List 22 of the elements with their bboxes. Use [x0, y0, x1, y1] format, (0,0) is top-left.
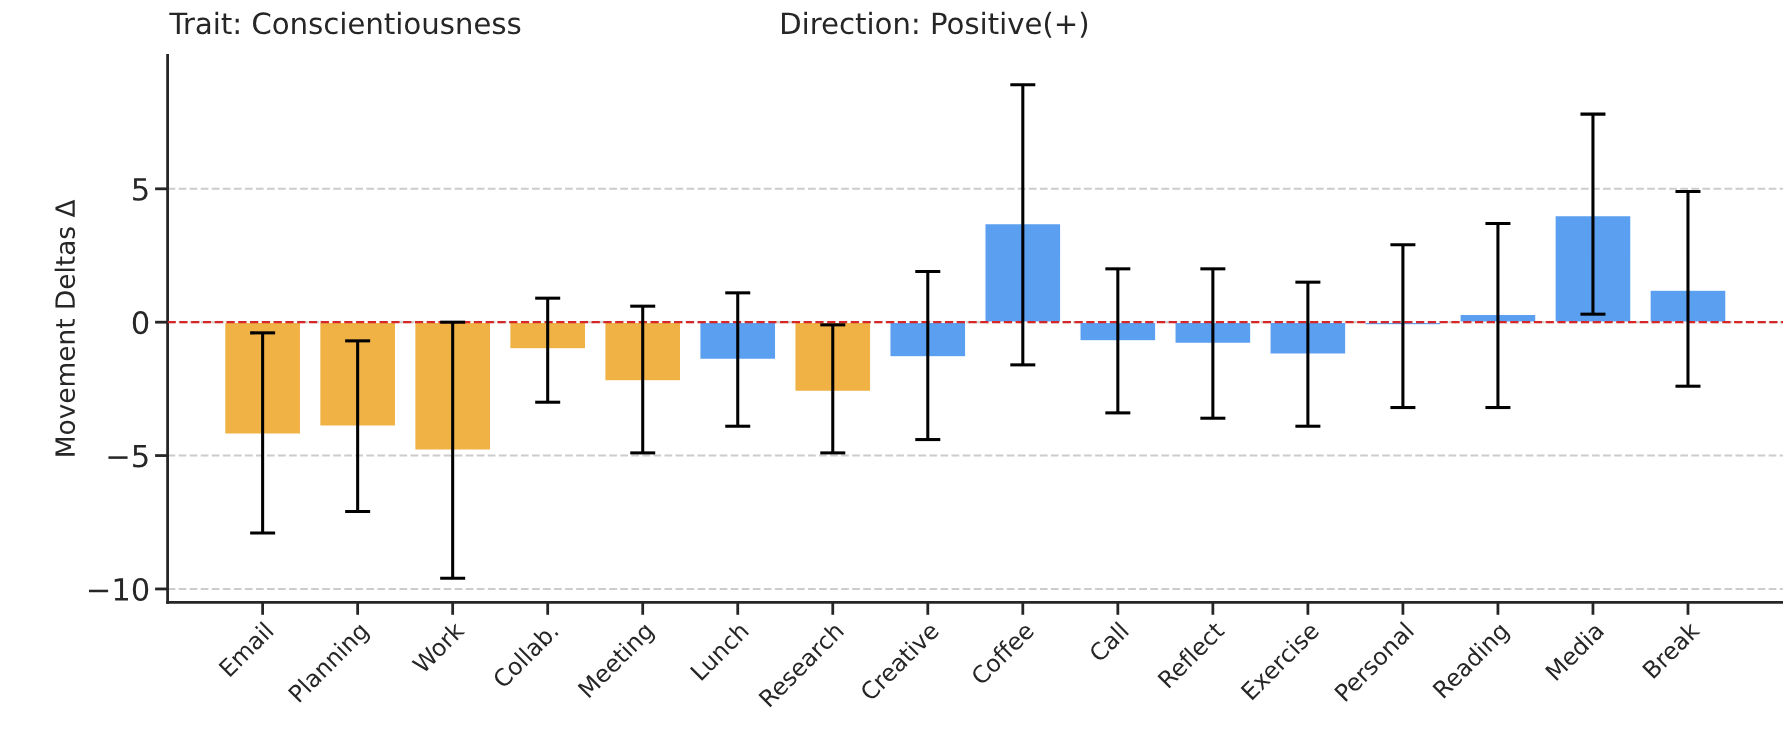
bar: [413, 321, 492, 451]
chart-subtitle: Direction: Positive(+): [782, 11, 1088, 38]
bar: [699, 321, 777, 361]
y-tick-label: 5: [133, 178, 148, 201]
bar: [604, 321, 682, 382]
bar: [1269, 321, 1347, 355]
bar: [1174, 321, 1252, 345]
y-axis-title: Movement Deltas Δ: [54, 199, 76, 456]
x-tick-label: Call: [1087, 621, 1130, 663]
bar: [794, 321, 872, 393]
bar: [508, 321, 587, 350]
y-tick-label: −5: [108, 444, 148, 468]
bar: [223, 321, 302, 435]
bar: [889, 321, 967, 358]
y-tick-label: 0: [132, 311, 149, 335]
bar: [1079, 321, 1157, 342]
bar: [1649, 289, 1727, 323]
y-tick-label: −10: [88, 577, 149, 601]
bar: [1554, 214, 1632, 323]
bar: [318, 321, 397, 427]
bar: [984, 222, 1062, 323]
chart-title: Trait: Conscientiousness: [169, 11, 521, 35]
